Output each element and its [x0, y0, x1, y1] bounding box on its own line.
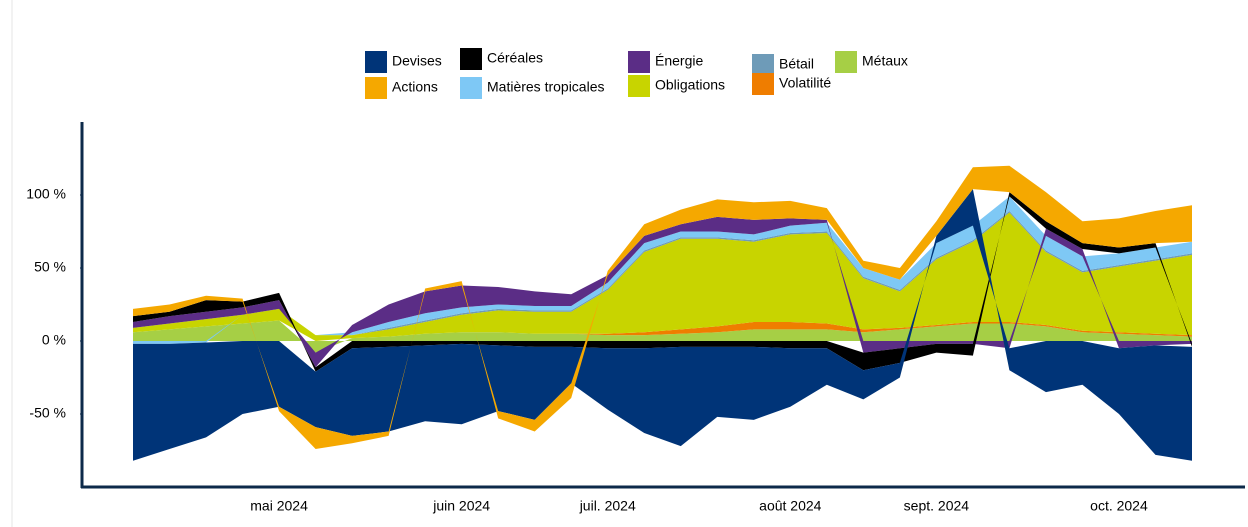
- legend-label: Matières tropicales: [487, 79, 605, 95]
- x-tick-label: oct. 2024: [1090, 498, 1148, 514]
- legend-swatch: [460, 48, 482, 70]
- x-tick-label: août 2024: [759, 498, 821, 514]
- legend-label: Volatilité: [779, 75, 831, 91]
- x-tick-label: mai 2024: [250, 498, 308, 514]
- legend-label: Énergie: [655, 53, 703, 69]
- y-tick-label: 100 %: [26, 186, 66, 202]
- legend-swatch: [752, 54, 774, 76]
- legend-label: Devises: [392, 53, 442, 69]
- x-tick-label: juin 2024: [432, 498, 490, 514]
- y-tick-label: 0 %: [42, 332, 66, 348]
- legend-label: Actions: [392, 79, 438, 95]
- area: [133, 189, 1192, 461]
- legend-swatch: [628, 51, 650, 73]
- legend-swatch: [365, 51, 387, 73]
- legend-swatch: [752, 73, 774, 95]
- area: [133, 212, 1192, 341]
- y-tick-label: 50 %: [34, 259, 66, 275]
- areas: [133, 165, 1192, 461]
- x-tick-label: sept. 2024: [904, 498, 970, 514]
- legend-label: Céréales: [487, 50, 543, 66]
- area: [133, 320, 1192, 353]
- legend-label: Métaux: [862, 53, 908, 69]
- legend-label: Obligations: [655, 77, 725, 93]
- legend-swatch: [835, 51, 857, 73]
- x-tick-label: juil. 2024: [579, 498, 636, 514]
- legend-swatch: [628, 75, 650, 97]
- y-tick-label: -50 %: [29, 405, 66, 421]
- area: [133, 165, 1192, 450]
- legend-label: Bétail: [779, 56, 814, 72]
- legend-swatch: [460, 77, 482, 99]
- legend-swatch: [365, 77, 387, 99]
